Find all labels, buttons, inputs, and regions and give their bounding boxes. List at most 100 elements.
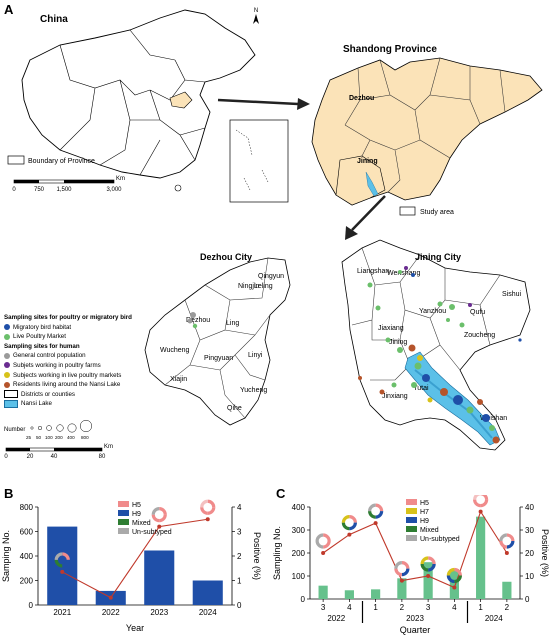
- svg-text:Jiaxiang: Jiaxiang: [378, 325, 404, 332]
- dezhou-city-title: Dezhou City: [200, 252, 252, 262]
- china-scale-bar: 0 750 1,500 3,000 Km: [12, 176, 125, 193]
- panel-c-letter: C: [276, 486, 286, 501]
- svg-text:200: 200: [55, 435, 63, 440]
- dezhou-city-map: Dezhou City Qingyun Ningjin Leling Dezho…: [144, 252, 291, 426]
- legend-label: Un-subtyped: [420, 536, 460, 543]
- legend-item: Residents living around the Nansi Lake: [4, 380, 132, 390]
- line-point: [399, 578, 404, 583]
- bar: [476, 516, 486, 599]
- y2-tick-label: 0: [525, 595, 530, 604]
- bar: [449, 569, 459, 599]
- subtype-donut: [499, 533, 515, 549]
- bar: [344, 590, 354, 599]
- line-point: [108, 595, 113, 600]
- legend-swatch: [118, 528, 129, 534]
- shandong-title: Shandong Province: [343, 44, 437, 55]
- svg-text:400: 400: [67, 435, 75, 440]
- china-title: China: [40, 14, 68, 25]
- jining-outline: [341, 239, 531, 451]
- y2-axis-title: Positive (%): [540, 529, 550, 577]
- legend-poultry-header: Sampling sites for poultry or migratory …: [4, 314, 132, 321]
- year-label: 2024: [485, 614, 503, 623]
- y2-axis-title: Positive (%): [252, 532, 262, 580]
- shandong-lake: [365, 171, 379, 197]
- svg-text:20: 20: [27, 454, 34, 460]
- svg-text:Xiajin: Xiajin: [170, 376, 187, 383]
- legend-label: H5: [132, 502, 141, 509]
- dezhou-outline: [144, 257, 291, 426]
- svg-text:Wenshang: Wenshang: [387, 270, 420, 277]
- y-tick-label: 100: [292, 572, 306, 581]
- legend-swatch: [406, 499, 417, 505]
- bar: [502, 581, 512, 599]
- svg-text:80: 80: [99, 454, 106, 460]
- map-scale-bar: 0 20 40 80 Km: [4, 444, 113, 460]
- year-label: 2023: [406, 614, 424, 623]
- svg-text:Km: Km: [104, 444, 113, 450]
- subtype-donut: [200, 499, 216, 515]
- legend-human-header: Sampling sites for human: [4, 342, 80, 350]
- svg-text:Liangshan: Liangshan: [357, 268, 389, 275]
- legend-item: Subjets working in poultry farms: [4, 361, 132, 371]
- x-tick-label: 3: [321, 603, 326, 612]
- svg-text:Jining: Jining: [389, 339, 407, 346]
- panel-a-letter: A: [4, 2, 14, 17]
- svg-text:800: 800: [81, 435, 89, 440]
- y-axis-title: Sampling No.: [272, 526, 282, 580]
- legend-item: Subjects working in live poultry markets: [4, 371, 132, 381]
- y-tick-label: 200: [20, 577, 34, 586]
- svg-text:Qihe: Qihe: [227, 405, 242, 412]
- map-legend: Sampling sites for poultry or migratory …: [4, 313, 132, 409]
- legend-label: Mixed: [132, 520, 151, 527]
- svg-text:0: 0: [12, 187, 16, 193]
- svg-text:1,500: 1,500: [56, 187, 72, 193]
- y2-tick-label: 30: [525, 526, 534, 535]
- number-size-legend: Number 25 50 100 200 400 800: [4, 419, 93, 440]
- svg-text:Linyi: Linyi: [248, 352, 263, 359]
- legend-swatch: [406, 535, 417, 541]
- y2-tick-label: 3: [237, 528, 242, 537]
- arrow-icon: [217, 98, 299, 106]
- x-tick-label: 2022: [102, 608, 120, 617]
- china-shandong-highlight: [169, 91, 193, 109]
- svg-text:25: 25: [26, 435, 32, 440]
- legend-item: Migratory bird habitat: [4, 323, 132, 333]
- line-point: [478, 509, 483, 514]
- y-tick-label: 800: [20, 503, 34, 512]
- subtype-donut: [315, 533, 331, 549]
- svg-text:Dezhou: Dezhou: [186, 317, 210, 324]
- line-point: [60, 569, 65, 574]
- legend-swatch: [118, 501, 129, 507]
- x-tick-label: 3: [426, 603, 431, 612]
- legend-swatch: [118, 519, 129, 525]
- legend-item: Districts or counties: [4, 390, 132, 400]
- x-tick-label: 2: [400, 603, 405, 612]
- y-tick-label: 300: [292, 526, 306, 535]
- y2-tick-label: 4: [237, 503, 242, 512]
- legend-swatch: [406, 517, 417, 523]
- y2-tick-label: 40: [525, 503, 534, 512]
- positive-rate-line: [322, 510, 508, 589]
- line-point: [347, 532, 352, 537]
- subtype-donut: [151, 507, 167, 523]
- svg-text:Qufu: Qufu: [470, 309, 485, 316]
- subtype-donut: [446, 567, 462, 584]
- x-tick-label: 1: [373, 603, 378, 612]
- y-tick-label: 200: [292, 549, 306, 558]
- x-tick-label: 2021: [53, 608, 71, 617]
- svg-text:Ningjin: Ningjin: [238, 283, 260, 290]
- svg-text:40: 40: [51, 454, 58, 460]
- svg-text:Qingyun: Qingyun: [258, 273, 284, 280]
- y2-tick-label: 2: [237, 552, 242, 561]
- legend-item: General control population: [4, 351, 132, 361]
- y-tick-label: 0: [29, 601, 34, 610]
- study-area-label: Study area: [420, 209, 454, 216]
- svg-text:50: 50: [36, 435, 42, 440]
- svg-text:3,000: 3,000: [106, 187, 122, 193]
- line-point: [205, 517, 210, 522]
- jining-city-title: Jining City: [415, 252, 461, 262]
- svg-text:0: 0: [4, 454, 8, 460]
- svg-text:Number: Number: [4, 427, 25, 433]
- chart-b: 0 200 400 600 800 0 1 2 3 4 2021 2022 2023 2024 Sampin…: [1, 499, 262, 633]
- shandong-jining-label: Jining: [357, 158, 378, 165]
